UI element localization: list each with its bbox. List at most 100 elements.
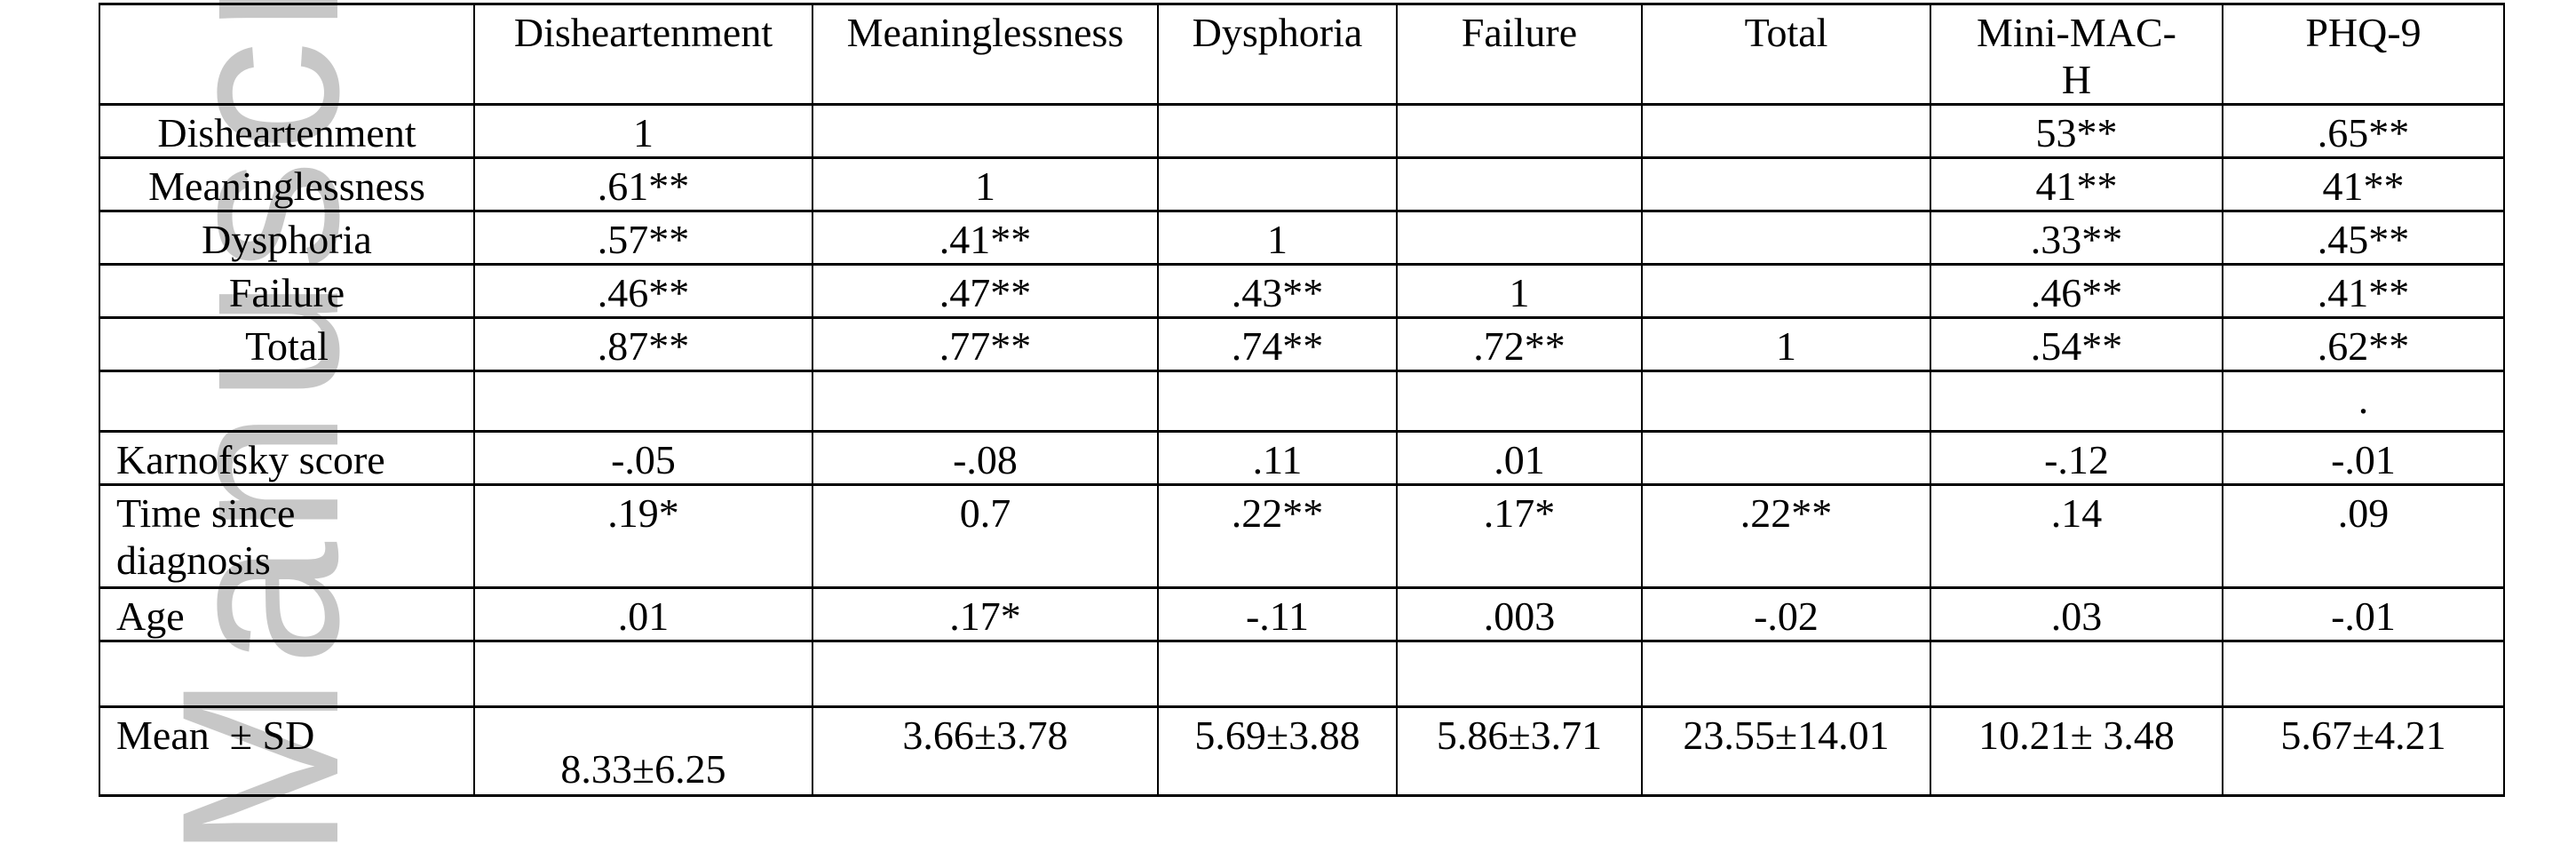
- value-cell: .01: [473, 586, 813, 642]
- value-cell: [1930, 370, 2223, 433]
- table-row-time-since-diagnosis: Time since diagnosis .19* 0.7 .22** .17*…: [99, 483, 2505, 589]
- value-cell: .47**: [812, 263, 1159, 319]
- value-cell: .22**: [1641, 483, 1931, 589]
- row-label-dysphoria: Dysphoria: [99, 210, 475, 266]
- header-mini-mac-h: Mini-MAC- H: [1930, 3, 2223, 106]
- table-row-disheartenment: Disheartenment 1 53** .65**: [99, 103, 2505, 159]
- value-cell: 1: [473, 103, 813, 159]
- value-cell: [1396, 156, 1643, 212]
- value-cell: .61**: [473, 156, 813, 212]
- value-cell: [1157, 156, 1398, 212]
- value-cell: .17*: [812, 586, 1159, 642]
- value-cell: 53**: [1930, 103, 2223, 159]
- value-cell: -.01: [2222, 586, 2505, 642]
- value-cell: [1157, 103, 1398, 159]
- row-label-failure: Failure: [99, 263, 475, 319]
- value-cell: .54**: [1930, 316, 2223, 372]
- header-disheartenment: Disheartenment: [473, 3, 813, 106]
- value-cell: 5.86±3.71: [1396, 705, 1643, 797]
- row-label-disheartenment: Disheartenment: [99, 103, 475, 159]
- value-cell: 41**: [2222, 156, 2505, 212]
- value-cell: [1930, 640, 2223, 708]
- value-cell: .57**: [473, 210, 813, 266]
- value-cell: 1: [812, 156, 1159, 212]
- value-cell: .62**: [2222, 316, 2505, 372]
- value-cell: -.01: [2222, 430, 2505, 486]
- value-cell: [2222, 640, 2505, 708]
- value-cell: -.11: [1157, 586, 1398, 642]
- value-cell: [812, 370, 1159, 433]
- value-cell: .43**: [1157, 263, 1398, 319]
- row-label-karnofsky-score: Karnofsky score: [99, 430, 475, 486]
- value-cell: 1: [1157, 210, 1398, 266]
- table-row-mean-sd: Mean ± SD 8.33±6.25 3.66±3.78 5.69±3.88 …: [99, 705, 2505, 797]
- value-cell: [473, 640, 813, 708]
- value-cell: .65**: [2222, 103, 2505, 159]
- value-cell: -.02: [1641, 586, 1931, 642]
- value-cell: [1157, 640, 1398, 708]
- value-cell: [1396, 103, 1643, 159]
- value-cell: [1641, 640, 1931, 708]
- value-cell: [1396, 210, 1643, 266]
- table-row-dysphoria: Dysphoria .57** .41** 1 .33** .45**: [99, 210, 2505, 266]
- value-cell: .11: [1157, 430, 1398, 486]
- value-cell: .72**: [1396, 316, 1643, 372]
- header-total: Total: [1641, 3, 1931, 106]
- value-cell: [812, 103, 1159, 159]
- row-label-meaninglessness: Meaninglessness: [99, 156, 475, 212]
- value-cell: [1641, 370, 1931, 433]
- value-cell: -.12: [1930, 430, 2223, 486]
- header-row: Disheartenment Meaninglessness Dysphoria…: [99, 3, 2505, 106]
- value-cell: [1396, 640, 1643, 708]
- row-label-blank: [99, 640, 475, 708]
- value-cell: 41**: [1930, 156, 2223, 212]
- value-cell: 10.21± 3.48: [1930, 705, 2223, 797]
- value-cell: [812, 640, 1159, 708]
- value-cell: 1: [1396, 263, 1643, 319]
- correlation-table: Disheartenment Meaninglessness Dysphoria…: [99, 3, 2505, 797]
- row-label-age: Age: [99, 586, 475, 642]
- value-cell: 5.67±4.21: [2222, 705, 2505, 797]
- value-cell: [1641, 263, 1931, 319]
- row-label-blank: [99, 370, 475, 433]
- table-row-age: Age .01 .17* -.11 .003 -.02 .03 -.01: [99, 586, 2505, 642]
- header-failure: Failure: [1396, 3, 1643, 106]
- row-label-time-since-diagnosis: Time since diagnosis: [99, 483, 475, 589]
- row-label-total: Total: [99, 316, 475, 372]
- value-cell: [1641, 103, 1931, 159]
- value-cell: .14: [1930, 483, 2223, 589]
- header-meaninglessness: Meaninglessness: [812, 3, 1159, 106]
- value-cell: .41**: [812, 210, 1159, 266]
- value-cell: .46**: [1930, 263, 2223, 319]
- value-cell: .33**: [1930, 210, 2223, 266]
- value-cell: [473, 370, 813, 433]
- value-cell: .74**: [1157, 316, 1398, 372]
- value-cell: .003: [1396, 586, 1643, 642]
- table-row-spacer-1: .: [99, 370, 2505, 433]
- value-cell: 3.66±3.78: [812, 705, 1159, 797]
- value-cell: 8.33±6.25: [473, 705, 813, 797]
- table-row-total: Total .87** .77** .74** .72** 1 .54** .6…: [99, 316, 2505, 372]
- value-cell: -.08: [812, 430, 1159, 486]
- value-cell: .17*: [1396, 483, 1643, 589]
- value-cell: .09: [2222, 483, 2505, 589]
- table-row-karnofsky-score: Karnofsky score -.05 -.08 .11 .01 -.12 -…: [99, 430, 2505, 486]
- value-cell: .19*: [473, 483, 813, 589]
- value-cell: .22**: [1157, 483, 1398, 589]
- value-cell: .03: [1930, 586, 2223, 642]
- header-dysphoria: Dysphoria: [1157, 3, 1398, 106]
- value-cell: .87**: [473, 316, 813, 372]
- value-cell: [1641, 156, 1931, 212]
- value-cell: .: [2222, 370, 2505, 433]
- value-cell: 1: [1641, 316, 1931, 372]
- value-cell: 0.7: [812, 483, 1159, 589]
- value-cell: 5.69±3.88: [1157, 705, 1398, 797]
- value-cell: .45**: [2222, 210, 2505, 266]
- value-cell: [1641, 210, 1931, 266]
- value-cell: .46**: [473, 263, 813, 319]
- value-cell: .41**: [2222, 263, 2505, 319]
- header-blank: [99, 3, 475, 106]
- value-cell: .01: [1396, 430, 1643, 486]
- value-cell: 23.55±14.01: [1641, 705, 1931, 797]
- table-row-meaninglessness: Meaninglessness .61** 1 41** 41**: [99, 156, 2505, 212]
